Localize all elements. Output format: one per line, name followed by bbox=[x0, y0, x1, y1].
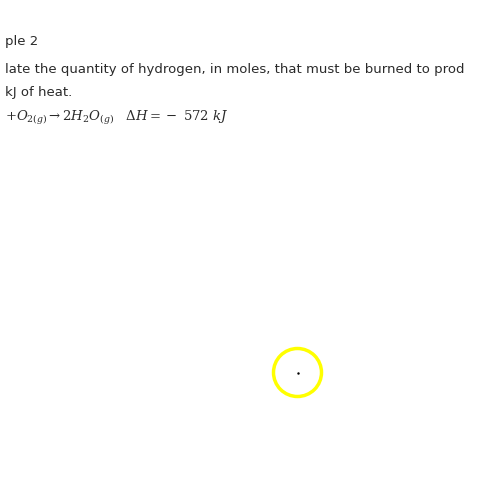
Text: $+ O_{2(g)} \rightarrow 2H_2O_{(g)}$$\quad \Delta H = - \ 572 \ kJ$: $+ O_{2(g)} \rightarrow 2H_2O_{(g)}$$\qu… bbox=[5, 109, 228, 127]
Text: late the quantity of hydrogen, in moles, that must be burned to prod: late the quantity of hydrogen, in moles,… bbox=[5, 62, 464, 76]
Text: ple 2: ple 2 bbox=[5, 35, 38, 48]
Text: kJ of heat.: kJ of heat. bbox=[5, 86, 72, 99]
